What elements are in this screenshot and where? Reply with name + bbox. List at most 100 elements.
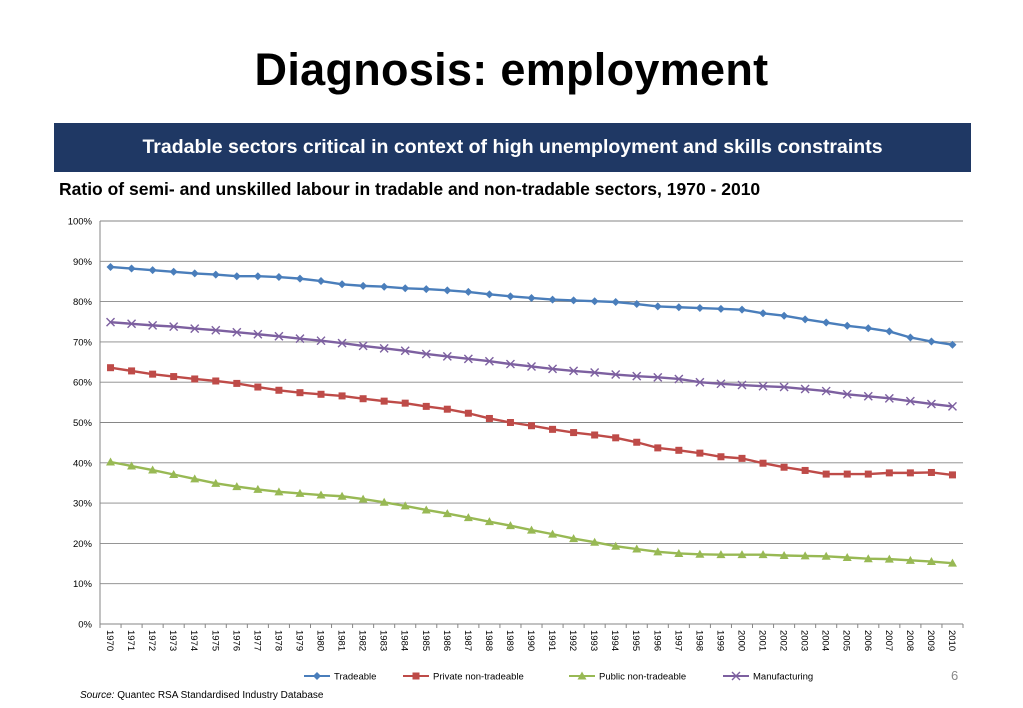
data-point — [717, 453, 725, 461]
x-tick-label: 1986 — [441, 630, 452, 651]
data-point — [358, 494, 368, 503]
x-tick-label: 1991 — [546, 630, 557, 651]
data-point — [106, 262, 115, 271]
data-point — [800, 551, 810, 560]
data-point — [611, 298, 620, 307]
data-point — [759, 459, 767, 467]
data-point — [948, 340, 957, 349]
data-point — [107, 364, 115, 372]
x-tick-label: 1992 — [567, 630, 578, 651]
data-point — [528, 422, 535, 430]
data-point — [380, 397, 388, 405]
data-point — [842, 553, 852, 562]
source-label: Source: — [80, 690, 115, 701]
data-point — [232, 272, 241, 281]
data-point — [505, 521, 515, 530]
legend-marker — [731, 671, 741, 681]
legend-marker — [313, 672, 321, 680]
data-point — [170, 373, 178, 381]
x-tick-label: 1985 — [420, 630, 431, 651]
x-tick-label: 1989 — [504, 630, 515, 651]
axes: 0% 10% 20% 30% 40% 50% 60% 70% 80% 90% 100% 1970 197… — [68, 217, 964, 651]
data-point — [400, 501, 410, 510]
data-point — [780, 463, 788, 471]
legend-label: Public non-tradeable — [599, 672, 686, 683]
data-point — [275, 386, 283, 394]
x-tick-label: 1976 — [230, 630, 241, 651]
data-point — [779, 550, 789, 559]
data-point — [358, 341, 368, 351]
data-point — [927, 468, 935, 476]
page-number: 6 — [951, 668, 959, 683]
data-point — [506, 292, 515, 301]
data-point — [863, 391, 873, 401]
x-tick-label: 1980 — [315, 630, 326, 651]
data-point — [464, 287, 473, 296]
data-point — [611, 541, 621, 550]
data-point — [211, 270, 220, 279]
legend: Tradeable Private non-tradeable Public non… — [304, 671, 813, 683]
data-point — [422, 285, 431, 294]
data-point — [884, 393, 894, 403]
data-point — [106, 317, 116, 327]
data-point — [274, 487, 284, 496]
series-manufacturing — [106, 317, 957, 411]
data-point — [674, 548, 684, 557]
data-point — [926, 399, 936, 409]
data-point — [590, 368, 600, 378]
data-point — [822, 470, 830, 478]
data-point — [421, 505, 431, 514]
data-point — [738, 454, 746, 462]
data-point — [822, 318, 831, 327]
series-private-non-tradeable — [107, 364, 956, 479]
data-point — [590, 297, 599, 306]
data-point — [611, 370, 621, 380]
data-point — [401, 399, 409, 407]
data-point — [696, 449, 704, 457]
data-point — [842, 389, 852, 399]
x-tick-label: 2007 — [883, 630, 894, 651]
data-point — [885, 327, 894, 336]
data-point — [400, 346, 410, 356]
data-point — [127, 264, 136, 273]
data-point — [906, 333, 915, 342]
data-point — [211, 325, 221, 335]
series-lines — [106, 262, 957, 567]
y-tick-label: 30% — [73, 499, 93, 510]
series-line — [110, 320, 953, 408]
data-point — [379, 497, 389, 506]
y-tick-label: 60% — [73, 378, 93, 389]
data-point — [675, 446, 683, 454]
data-point — [274, 331, 284, 341]
x-tick-label: 1997 — [672, 630, 683, 651]
data-point — [695, 377, 705, 387]
y-tick-label: 50% — [73, 418, 93, 429]
data-point — [190, 474, 200, 483]
data-point — [506, 419, 514, 426]
data-point — [548, 529, 558, 538]
data-point — [527, 361, 536, 371]
data-point — [758, 381, 768, 391]
data-point — [821, 386, 831, 396]
data-point — [212, 377, 220, 385]
data-point — [443, 286, 452, 295]
data-point — [570, 429, 578, 437]
x-tick-label: 1998 — [693, 630, 704, 651]
series-public-non-tradeable — [106, 457, 957, 567]
data-point — [758, 550, 768, 559]
data-point — [674, 374, 684, 384]
data-point — [380, 282, 389, 291]
x-tick-label: 1987 — [462, 630, 473, 651]
data-point — [338, 280, 347, 289]
y-tick-label: 20% — [73, 539, 93, 550]
data-point — [926, 557, 936, 566]
data-point — [296, 389, 304, 397]
data-point — [337, 491, 347, 500]
x-tick-label: 1993 — [588, 630, 599, 651]
data-point — [169, 322, 179, 332]
data-point — [780, 311, 789, 320]
x-tick-label: 1995 — [630, 630, 641, 651]
data-point — [885, 469, 893, 477]
slide-title: Diagnosis: employment — [254, 44, 769, 95]
